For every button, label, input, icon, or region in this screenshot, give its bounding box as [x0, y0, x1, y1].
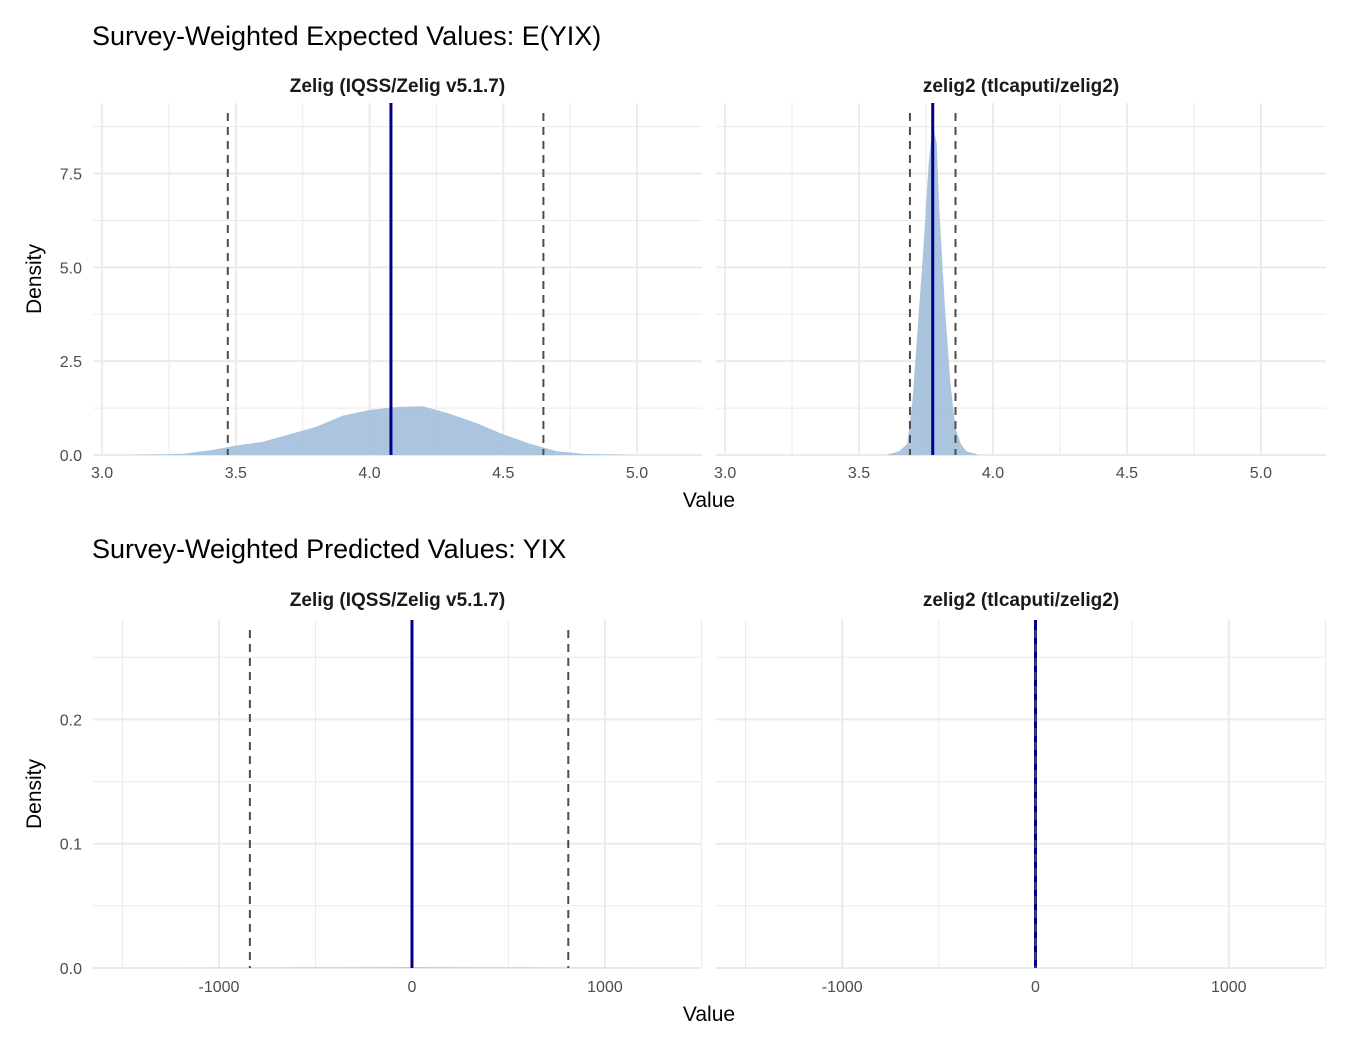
y-tick-label: 0.1 — [60, 837, 82, 854]
x-tick-label: -1000 — [822, 979, 863, 996]
x-axis-label: Value — [683, 1003, 735, 1026]
x-tick-label: 1000 — [587, 979, 623, 996]
y-axis-label: Density — [23, 758, 46, 829]
y-tick-label: 0.0 — [60, 961, 82, 978]
x-tick-label: 1000 — [1211, 979, 1247, 996]
facet-strip-label: Zelig (IQSS/Zelig v5.1.7) — [290, 590, 505, 611]
facet-strip-label: Zelig (IQSS/Zelig v5.1.7) — [290, 76, 505, 97]
y-tick-label: 0.2 — [60, 712, 82, 729]
facet-panel: Zelig (IQSS/Zelig v5.1.7) -1000 0 1000 0.0 0.… — [60, 590, 702, 996]
x-axis-label: Value — [683, 489, 735, 512]
x-tick-label: -1000 — [199, 979, 240, 996]
y-tick-label: 2.5 — [60, 354, 82, 371]
facet-panel: Zelig (IQSS/Zelig v5.1.7) 3.0 3.5 4.0 4.5 5.0… — [60, 76, 702, 482]
facet-panel: zelig2 (tlcaputi/zelig2) -1000 0 1000 — [716, 590, 1326, 996]
facet-strip-label: zelig2 (tlcaputi/zelig2) — [923, 590, 1119, 611]
x-tick-label: 0 — [408, 979, 417, 996]
x-tick-label: 5.0 — [1250, 465, 1272, 482]
x-tick-label: 3.0 — [714, 465, 736, 482]
y-axis-label: Density — [23, 243, 46, 314]
facet-strip-label: zelig2 (tlcaputi/zelig2) — [923, 76, 1119, 97]
x-tick-label: 5.0 — [626, 465, 648, 482]
y-tick-label: 7.5 — [60, 167, 82, 184]
x-tick-label: 4.0 — [982, 465, 1004, 482]
x-tick-label: 4.5 — [492, 465, 514, 482]
x-tick-label: 4.0 — [358, 465, 380, 482]
x-tick-label: 3.5 — [848, 465, 870, 482]
y-tick-label: 0.0 — [60, 448, 82, 465]
y-tick-label: 5.0 — [60, 260, 82, 277]
plot-title: Survey-Weighted Expected Values: E(YIX) — [92, 21, 601, 51]
x-tick-label: 4.5 — [1116, 465, 1138, 482]
x-tick-label: 3.0 — [91, 465, 113, 482]
x-tick-label: 0 — [1031, 979, 1040, 996]
plot-title: Survey-Weighted Predicted Values: YIX — [92, 534, 566, 564]
x-tick-label: 3.5 — [225, 465, 247, 482]
facet-panel: zelig2 (tlcaputi/zelig2) 3.0 3.5 4.0 4.5 5.0 — [714, 76, 1326, 482]
density-area — [128, 406, 664, 455]
